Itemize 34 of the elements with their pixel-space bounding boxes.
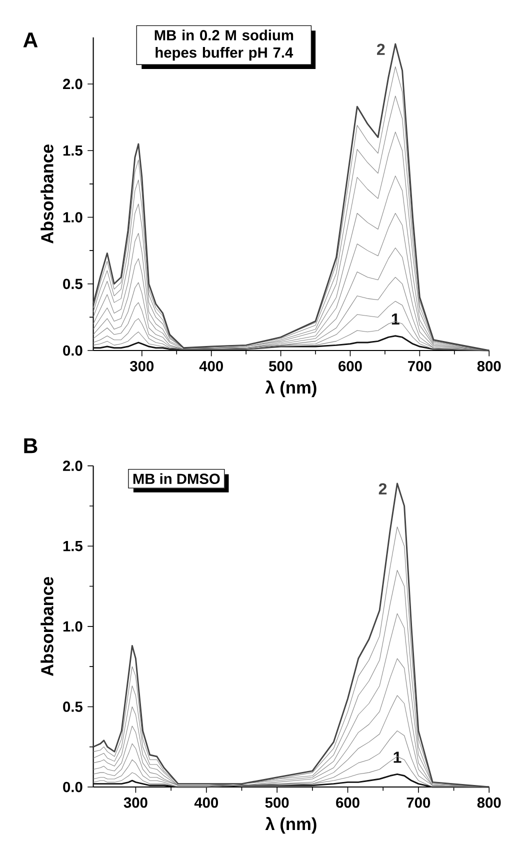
x-tick-label: 700 bbox=[406, 797, 430, 808]
y-tick-label: 2.0 bbox=[62, 78, 82, 90]
x-tick-label: 400 bbox=[194, 797, 218, 808]
x-tick-label: 400 bbox=[199, 360, 223, 372]
series-label: 2 bbox=[376, 44, 384, 55]
x-tick-label: 300 bbox=[124, 797, 148, 808]
y-tick-label: 1.0 bbox=[63, 212, 82, 222]
y-tick-label: 2.0 bbox=[62, 460, 82, 472]
x-tick-label: 800 bbox=[477, 797, 501, 808]
chart-title: A bbox=[23, 32, 38, 48]
y-tick-label: 1.0 bbox=[63, 621, 82, 632]
annotation: MB in DMSO bbox=[133, 473, 220, 484]
x-tick-label: 600 bbox=[336, 797, 360, 808]
y-tick-label: 1.5 bbox=[63, 146, 82, 156]
x-tick-label: 600 bbox=[338, 360, 362, 372]
chart-title: B bbox=[24, 438, 37, 454]
x-tick-label: 800 bbox=[477, 360, 501, 372]
y-tick-label: 0.0 bbox=[62, 345, 82, 356]
y-tick-label: 0.0 bbox=[62, 782, 82, 792]
x-tick-label: 500 bbox=[265, 797, 288, 808]
y-axis-title: Absorbance bbox=[40, 144, 54, 244]
series-label: 2 bbox=[378, 483, 386, 494]
y-tick-label: 0.5 bbox=[62, 702, 82, 712]
x-tick-label: 700 bbox=[408, 360, 432, 372]
x-axis-title: λ (nm) bbox=[265, 816, 316, 834]
series-label: 1 bbox=[394, 752, 402, 763]
series-label: 1 bbox=[392, 314, 400, 324]
x-tick-label: 500 bbox=[268, 360, 292, 372]
y-tick-label: 0.5 bbox=[62, 278, 82, 290]
y-axis-title: Absorbance bbox=[40, 576, 54, 676]
y-tick-label: 1.5 bbox=[63, 541, 82, 552]
x-tick-label: 300 bbox=[130, 360, 154, 372]
x-axis-title: λ (nm) bbox=[265, 380, 316, 398]
annotation: MB in 0.2 M sodium hepes buffer pH 7.4 bbox=[154, 30, 293, 61]
